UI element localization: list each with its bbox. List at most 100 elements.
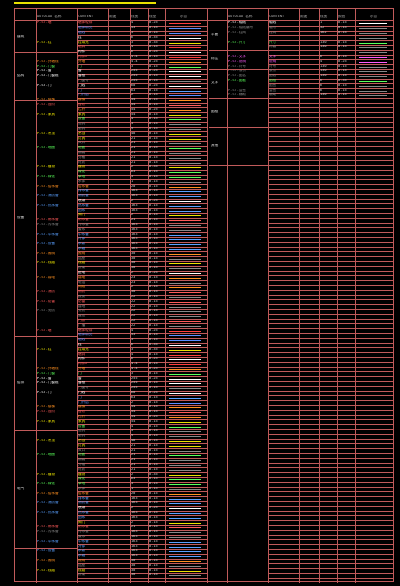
- left-line-sample: [169, 474, 201, 476]
- header-divider: [15, 20, 393, 21]
- left-layer-width: 22: [131, 295, 136, 298]
- left-layer-width: 21: [131, 525, 136, 529]
- left-layer-type: 0.15: [149, 496, 158, 500]
- left-line-sample: [169, 297, 201, 298]
- left-layer-content: 排水管: [78, 496, 89, 500]
- left-layer-width: 21: [131, 160, 136, 164]
- left-layer-width: 255: [131, 79, 138, 82]
- left-layer-type: 0.15: [149, 463, 158, 466]
- left-layer-type: 0.15: [149, 419, 158, 423]
- left-line-sample: [169, 517, 201, 519]
- left-layer-content: 门窗号: [78, 386, 89, 390]
- left-layer-width: 2: [131, 165, 134, 169]
- left-layer-width: 23: [131, 275, 136, 279]
- left-layer-type: 0.15: [149, 511, 158, 514]
- left-layer-width: 30: [131, 559, 136, 562]
- left-layer-content: 台阶: [78, 103, 86, 106]
- right-layer-name: P-ST-轴线: [228, 21, 247, 25]
- left-layer-width: 2: [131, 199, 134, 202]
- left-layer-width: 53: [131, 26, 136, 30]
- left-line-sample: [169, 81, 201, 82]
- right-header-1: CONTENT: [269, 15, 285, 18]
- left-header-3: 线宽: [131, 15, 139, 18]
- left-layer-content: 喷淋: [78, 199, 86, 202]
- left-layer-type: 0.15: [149, 439, 158, 442]
- left-layer-name: P-ST-家具: [37, 419, 56, 423]
- left-line-sample: [169, 359, 201, 361]
- right-layer-name: P-ST-说明: [228, 59, 247, 63]
- left-line-sample: [169, 28, 201, 29]
- left-line-sample: [169, 61, 201, 63]
- right-col-line-0: [227, 9, 228, 583]
- left-line-sample: [169, 138, 201, 140]
- left-layer-content: 柱填充: [78, 347, 89, 351]
- left-layer-width: 9: [131, 434, 134, 438]
- left-line-sample: [169, 335, 201, 337]
- left-line-sample: [169, 575, 201, 577]
- left-layer-type: 0.15: [149, 175, 158, 178]
- left-layer-content: 阀门: [78, 213, 86, 217]
- left-layer-name: P-ST-消防: [37, 290, 56, 294]
- left-layer-content: 热水管: [78, 203, 89, 207]
- left-line-sample: [169, 436, 201, 437]
- left-layer-name: P-ST-中水管: [37, 539, 59, 543]
- left-line-sample: [169, 369, 201, 370]
- left-line-sample: [169, 239, 201, 241]
- left-col-line-2: [108, 9, 109, 583]
- right-layer-content: 会签: [269, 88, 277, 92]
- left-layer-content: 柱: [78, 343, 82, 346]
- left-line-sample: [169, 546, 201, 548]
- left-layer-width: 4: [131, 21, 134, 25]
- right-layer-width: 162: [320, 31, 327, 34]
- right-layer-type: 0.15: [338, 26, 347, 30]
- left-layer-content: 接地: [78, 304, 86, 308]
- left-line-sample: [169, 133, 201, 135]
- right-layer-width: 130: [320, 69, 327, 73]
- left-line-sample: [169, 201, 201, 202]
- left-layer-width: 2: [131, 506, 134, 510]
- left-line-sample: [169, 465, 201, 466]
- left-layer-type: 0.35: [149, 472, 158, 476]
- left-layer-width: 6: [131, 35, 134, 39]
- left-layer-width: 6: [131, 357, 134, 361]
- left-layer-type: 0.15: [149, 563, 158, 567]
- left-layer-content: 洁具: [78, 122, 86, 126]
- left-layer-type: 0.15: [149, 280, 158, 284]
- right-layer-name: P-ST-图名: [228, 74, 247, 78]
- left-layer-name: P-ST-外墙线: [37, 59, 59, 63]
- left-layer-width: 163: [131, 501, 138, 505]
- left-layer-content: 绿化: [78, 477, 86, 481]
- left-layer-content: 柱填充: [78, 40, 89, 44]
- left-layer-type: 0.15: [149, 501, 158, 505]
- right-layer-type: 0.15: [338, 21, 347, 25]
- left-group-divider: [15, 548, 77, 549]
- left-layer-width: 3: [131, 40, 134, 44]
- left-layer-content: 墙体填充: [78, 26, 93, 30]
- right-group-divider: [209, 97, 268, 99]
- left-line-sample: [169, 196, 201, 197]
- left-layer-type: 0.15: [149, 79, 158, 82]
- left-layer-name: P-ST-防雷: [37, 299, 56, 303]
- left-layer-type: 0.25: [149, 271, 158, 274]
- left-line-sample: [169, 301, 201, 303]
- left-line-sample: [169, 417, 201, 418]
- left-layer-content: 门: [78, 64, 82, 68]
- left-layer-width: 21: [131, 463, 136, 466]
- left-layer-content: 回水: [78, 208, 86, 212]
- left-line-sample: [169, 378, 201, 380]
- left-layer-content: 地面: [78, 453, 86, 457]
- left-line-sample: [169, 129, 201, 130]
- left-layer-type: 0.15: [149, 323, 158, 327]
- left-line-sample: [169, 85, 201, 87]
- left-line-sample: [169, 37, 201, 39]
- left-layer-width: 21: [131, 458, 136, 462]
- left-line-sample: [169, 229, 201, 231]
- left-layer-type: 0.15: [149, 256, 158, 260]
- left-layer-content: 门: [78, 395, 82, 399]
- left-layer-type: 0.25: [149, 367, 158, 370]
- left-layer-content: 墙洞: [78, 45, 86, 49]
- left-layer-name: P-ST-热水管: [37, 203, 59, 207]
- left-layer-content: 水箱: [78, 247, 86, 250]
- left-layer-width: 163: [131, 237, 138, 241]
- right-header-4: 颜色: [338, 15, 346, 18]
